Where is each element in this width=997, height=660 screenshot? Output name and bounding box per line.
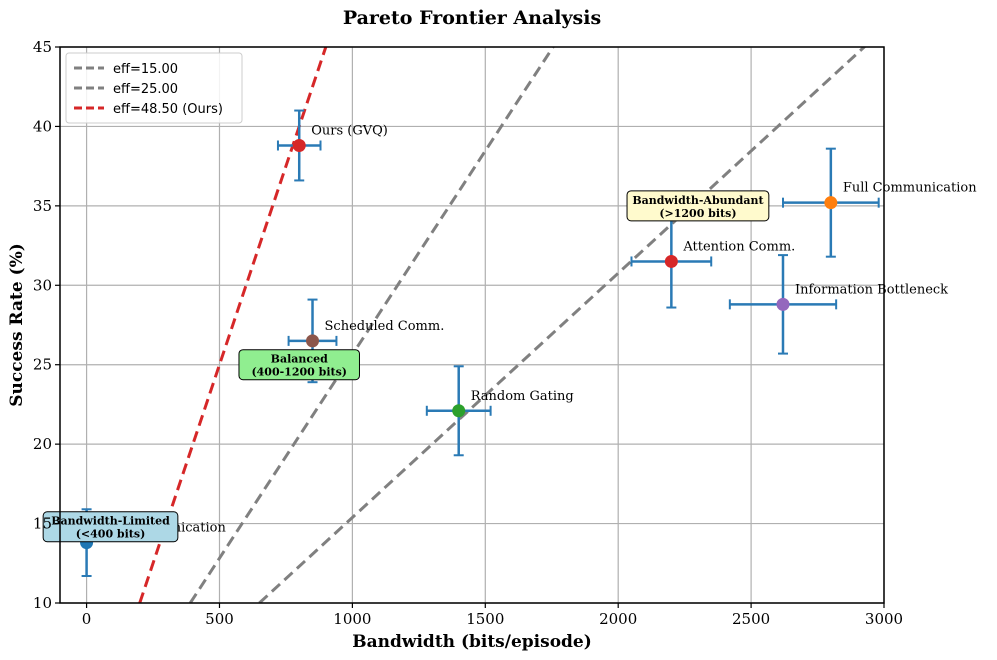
- x-tick-label: 2500: [732, 610, 770, 628]
- region-annotation: Balanced(400-1200 bits): [238, 349, 360, 381]
- x-axis-label: Bandwidth (bits/episode): [352, 632, 592, 652]
- legend-box: [65, 52, 243, 124]
- data-point-group: Random Gating: [425, 365, 574, 457]
- data-points: No CommunicationOurs (GVQ)Scheduled Comm…: [80, 109, 977, 577]
- data-point-label: Ours (GVQ): [311, 123, 388, 138]
- data-point-label: Random Gating: [471, 389, 574, 404]
- y-tick-label: 40: [33, 117, 52, 135]
- data-point-group: Full Communication: [781, 147, 977, 258]
- x-tick-label: 2000: [599, 610, 637, 628]
- efficiency-line: [258, 47, 867, 603]
- data-point-marker: [452, 404, 466, 418]
- data-point-label: Attention Comm.: [682, 239, 795, 254]
- efficiency-line: [188, 47, 555, 603]
- grid: [60, 46, 885, 604]
- region-title: Balanced: [271, 353, 328, 366]
- region-box: [238, 349, 360, 381]
- y-tick-label: 10: [33, 594, 52, 612]
- region-box: [42, 511, 179, 543]
- chart-title: Pareto Frontier Analysis: [343, 7, 601, 29]
- data-point-label: Scheduled Comm.: [325, 319, 445, 334]
- data-point-group: Attention Comm.: [630, 214, 795, 309]
- x-tick-label: 1500: [466, 610, 504, 628]
- y-tick-label: 35: [33, 197, 52, 215]
- plot-frame: [59, 46, 885, 604]
- region-annotations: Bandwidth-Limited(<400 bits) Balanced(400…: [42, 190, 770, 543]
- data-point-group: Information Bottleneck: [728, 254, 948, 355]
- region-range: (400-1200 bits): [251, 366, 347, 379]
- y-tick-label: 15: [33, 515, 52, 533]
- data-point-group: Ours (GVQ): [276, 109, 388, 182]
- data-point-marker: [306, 334, 320, 348]
- legend-entry: eff=48.50 (Ours): [113, 102, 223, 117]
- efficiency-lines: [138, 47, 867, 603]
- legend: eff=15.00 eff=25.00 eff=48.50 (Ours): [65, 52, 243, 124]
- y-tick-label: 30: [33, 276, 52, 294]
- x-tick-label: 1000: [333, 610, 371, 628]
- y-tick-label: 20: [33, 435, 52, 453]
- x-tick-label: 0: [82, 610, 92, 628]
- legend-entry: eff=15.00: [113, 62, 178, 77]
- y-axis-label: Success Rate (%): [7, 243, 27, 407]
- data-point-marker: [292, 138, 306, 152]
- data-point-marker: [776, 297, 790, 311]
- axis-ticks: 0 500 1000 1500 2000 2500 3000 10 15 20 25 30 35 40 45: [33, 38, 903, 628]
- region-box: [626, 190, 770, 222]
- legend-entry: eff=25.00: [113, 82, 178, 97]
- x-tick-label: 500: [205, 610, 234, 628]
- region-title: Bandwidth-Abundant: [632, 194, 764, 207]
- y-tick-label: 25: [33, 356, 52, 374]
- efficiency-line: [138, 47, 328, 603]
- y-tick-label: 45: [33, 38, 52, 56]
- data-point-label: Full Communication: [843, 181, 977, 196]
- data-point-marker: [664, 254, 678, 268]
- region-annotation: Bandwidth-Limited(<400 bits): [42, 511, 179, 543]
- data-point-label: Information Bottleneck: [795, 282, 948, 297]
- data-point-marker: [824, 196, 838, 210]
- x-tick-label: 3000: [865, 610, 903, 628]
- region-range: (<400 bits): [76, 528, 146, 541]
- region-range: (>1200 bits): [659, 207, 736, 220]
- region-annotation: Bandwidth-Abundant(>1200 bits): [626, 190, 770, 222]
- region-title: Bandwidth-Limited: [51, 515, 170, 528]
